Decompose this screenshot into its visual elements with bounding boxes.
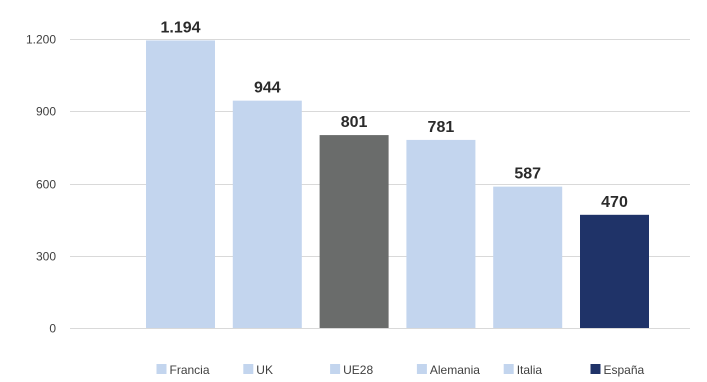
y-tick-label: 0 xyxy=(49,322,56,336)
bars xyxy=(146,40,649,328)
y-tick-label: 600 xyxy=(36,178,56,192)
legend-swatch xyxy=(503,364,514,374)
bar-uk xyxy=(232,100,302,328)
legend-label: Alemania xyxy=(430,363,480,377)
data-label: 944 xyxy=(254,80,281,97)
data-label: 1.194 xyxy=(160,19,200,36)
legend-label: UK xyxy=(256,363,273,377)
legend-swatch xyxy=(590,364,601,374)
data-label: 781 xyxy=(428,119,455,136)
data-label: 587 xyxy=(514,166,541,183)
y-tick-label: 300 xyxy=(36,250,56,264)
bar-alemania xyxy=(406,139,476,328)
legend: Francia UK UE28 Alemania Italia España xyxy=(156,363,645,377)
data-labels: 1.194 944 801 781 587 470 xyxy=(160,19,627,210)
data-label: 470 xyxy=(601,194,628,211)
bar-ue28 xyxy=(319,135,389,328)
y-tick-label: 1.200 xyxy=(26,33,56,47)
data-label: 801 xyxy=(341,114,368,131)
legend-label: España xyxy=(604,363,645,377)
y-axis-ticks: 0 300 600 900 1.200 xyxy=(26,33,56,336)
legend-label: Francia xyxy=(170,363,210,377)
legend-label: UE28 xyxy=(343,363,373,377)
legend-swatch xyxy=(156,364,167,374)
legend-swatch xyxy=(330,364,341,374)
bar-italia xyxy=(493,186,563,328)
bar-francia xyxy=(146,40,215,328)
legend-swatch xyxy=(416,364,427,374)
bar-españa xyxy=(580,214,649,328)
y-tick-label: 900 xyxy=(36,105,56,119)
legend-swatch xyxy=(243,364,254,374)
legend-label: Italia xyxy=(517,363,543,377)
